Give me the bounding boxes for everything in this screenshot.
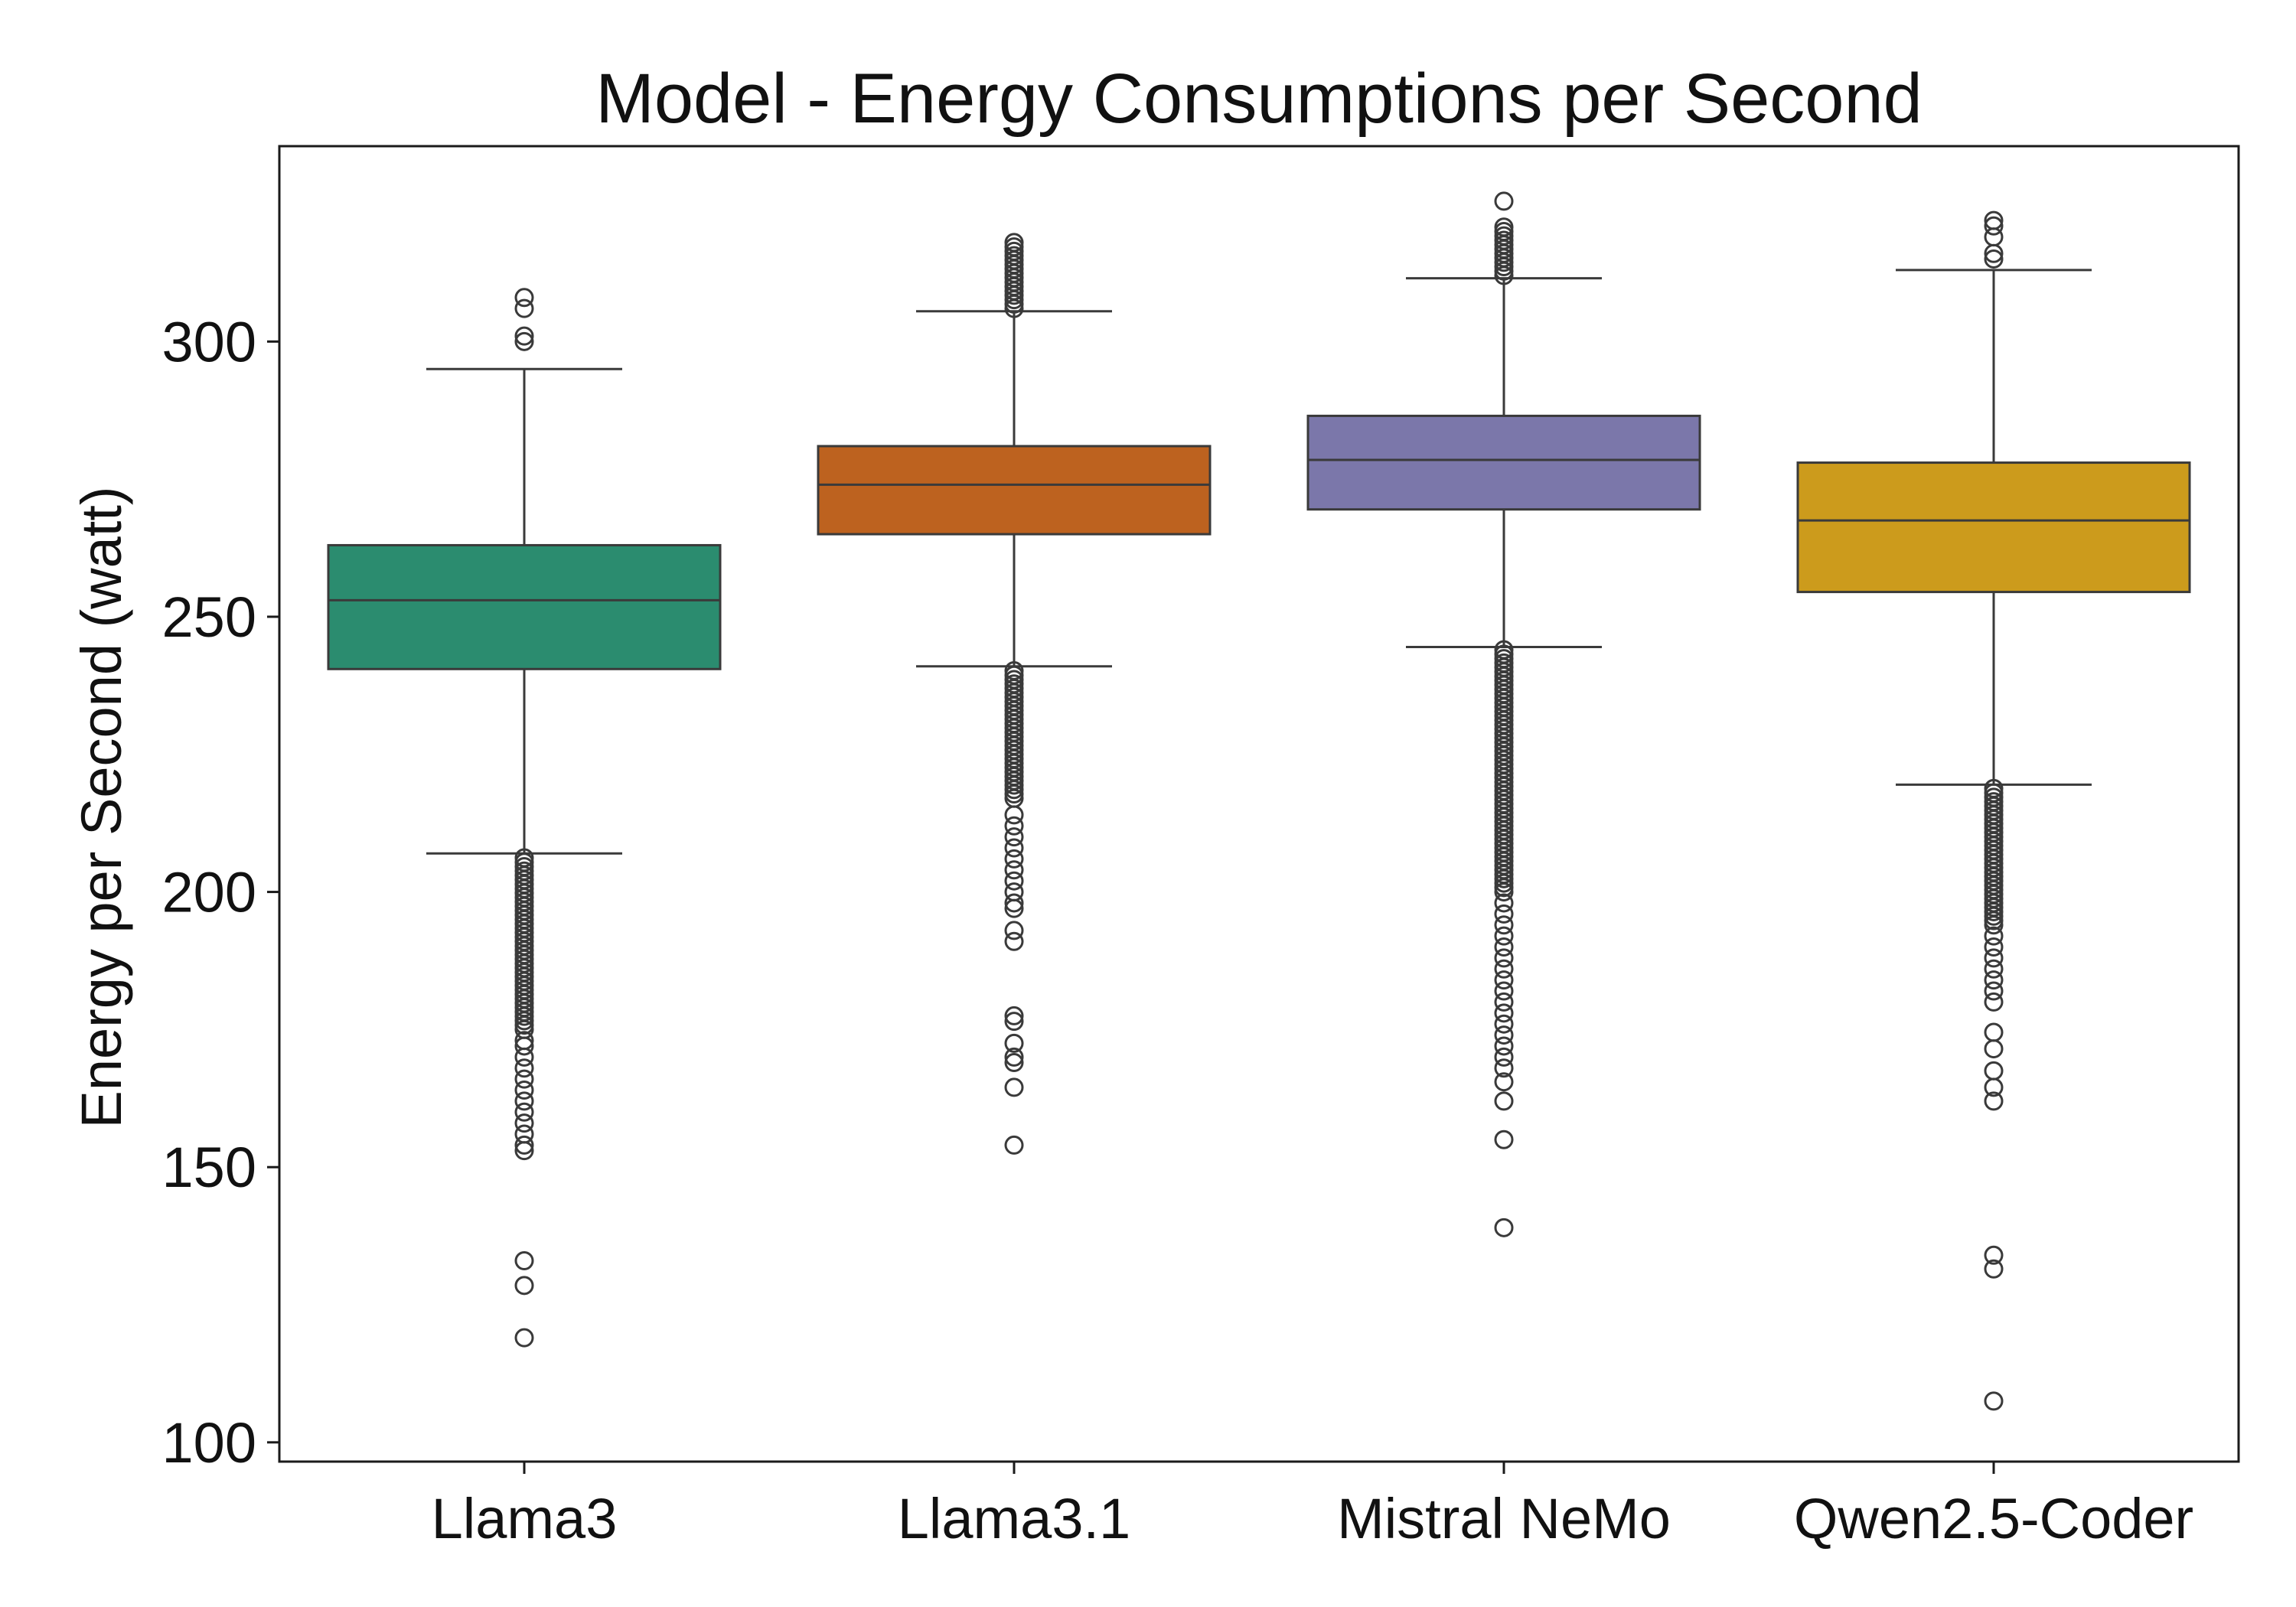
outlier-point [1494,1129,1514,1149]
outlier-point [1004,893,1024,913]
outlier-point [1494,948,1514,968]
outlier-point [1984,1039,2004,1059]
outlier-point [1984,1077,2004,1097]
plot-frame [278,145,2240,1463]
plot-area: 100 150 200 250 300 Llama3 Llama3.1 Mistral NeM… [162,191,2193,1550]
outlier-point [1004,849,1024,869]
outlier-point [1984,216,2004,236]
outlier-point [514,1276,534,1296]
outlier-point [1494,1091,1514,1111]
outlier-point [1494,1036,1514,1056]
outlier-point [1004,827,1024,847]
outlier-point [1004,1047,1024,1067]
outlier-point [1494,1025,1514,1045]
outlier-point [514,1328,534,1348]
outlier-point [1004,1006,1024,1025]
outlier-point [1984,948,2004,968]
outlier-point [514,1135,534,1155]
outlier-point [1494,191,1514,211]
outlier-point [514,326,534,346]
outlier-point [1984,981,2004,1001]
outlier-point [1004,898,1024,918]
outlier-point [1494,1003,1514,1023]
outlier-point [514,1058,534,1078]
outlier-point [514,298,534,318]
y-tick-label: 200 [162,861,256,924]
outlier-point [514,1081,534,1100]
y-tick-label: 300 [162,310,256,373]
outlier-point [1984,1259,2004,1279]
outlier-point [1984,1022,2004,1042]
outlier-point [1004,921,1024,940]
outlier-point [1494,904,1514,924]
outlier-point [1984,227,2004,247]
outlier-point [1004,860,1024,880]
x-tick-label: Llama3.1 [898,1487,1130,1550]
outlier-point [514,331,534,351]
y-tick-label: 100 [162,1411,256,1475]
outlier-point [514,1091,534,1111]
outlier-point [1494,992,1514,1012]
chart-title: Model - Energy Consumptions per Second [595,60,1923,138]
outlier-point [1984,1061,2004,1081]
outlier-point [1004,805,1024,825]
x-tick-label: Qwen2.5-Coder [1794,1487,2193,1550]
outlier-point [514,1113,534,1133]
outlier-point [1004,660,1024,680]
outlier-point [1494,893,1514,913]
x-tick-label: Mistral NeMo [1337,1487,1671,1550]
outlier-point [1494,1072,1514,1092]
outlier-point [1494,915,1514,935]
y-axis-label: Energy per Second (watt) [70,486,133,1128]
outlier-point [514,1047,534,1067]
outlier-point [1984,243,2004,263]
outlier-point [1984,249,2004,269]
outlier-point [1004,1033,1024,1053]
y-tick-label: 250 [162,585,256,649]
outlier-point [1004,871,1024,891]
outlier-point [514,1102,534,1122]
box [1306,414,1701,511]
outlier-point [1984,1091,2004,1111]
outlier-point [1004,816,1024,836]
outlier-point [1984,970,2004,990]
outlier-point [1494,970,1514,990]
outlier-point [1004,1135,1024,1155]
outlier-point [514,1069,534,1089]
outlier-point [514,1141,534,1161]
outlier-point [1984,778,2004,798]
outlier-point [1494,937,1514,957]
outlier-point [1494,981,1514,1001]
outlier-point [1984,937,2004,957]
box [327,543,722,670]
outlier-point [1984,959,2004,979]
outlier-point [1004,838,1024,858]
outlier-point [1004,1077,1024,1097]
outlier-point [514,848,534,868]
outlier-point [1004,931,1024,951]
outlier-point [1004,233,1024,253]
outlier-point [1984,1245,2004,1265]
box [817,445,1212,536]
y-tick-label: 150 [162,1136,256,1199]
outlier-point [1004,1012,1024,1032]
outlier-point [1494,640,1514,660]
outlier-point [1984,992,2004,1012]
outlier-point [514,1250,534,1270]
outlier-point [1004,1053,1024,1073]
outlier-point [514,288,534,308]
outlier-point [1494,1058,1514,1078]
x-tick-label: Llama3 [432,1487,618,1550]
outlier-point [1494,926,1514,946]
outlier-point [1984,1391,2004,1411]
outlier-point [1984,926,2004,946]
box [1796,461,2191,594]
outlier-point [514,1036,534,1056]
outlier-point [1494,1047,1514,1067]
outlier-point [1494,217,1514,237]
outlier-point [1494,1217,1514,1237]
outlier-point [1494,1014,1514,1034]
outlier-point [1494,959,1514,979]
